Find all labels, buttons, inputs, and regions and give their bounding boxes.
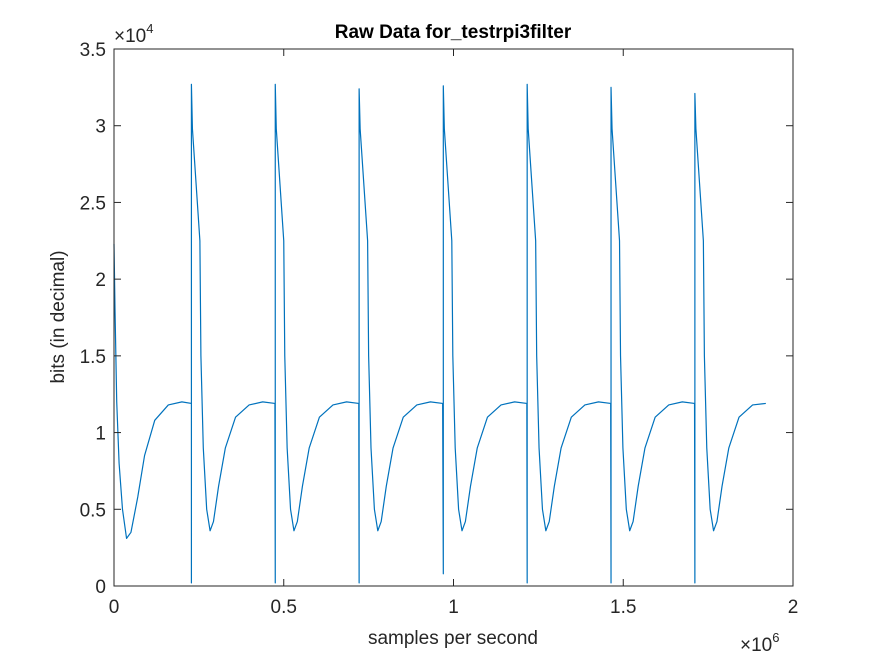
x-tick-label: 1.5 [610,597,636,618]
y-tick-label: 0.5 [80,500,106,521]
y-exponent-power: 4 [146,21,153,36]
y-tick-label: 1 [95,424,106,445]
y-tick-label: 0 [95,577,106,598]
y-exponent-base: ×10 [114,26,146,47]
chart-title: Raw Data for_testrpi3filter [335,22,572,43]
x-exponent-label: ×106 [740,630,779,656]
x-axis-label: samples per second [368,628,538,649]
series-line [113,83,766,584]
svg-text:×106: ×106 [740,630,779,656]
x-tick-label: 1 [448,597,459,618]
x-exponent-base: ×10 [740,635,772,656]
series-layer [113,83,766,584]
y-exponent-label: ×104 [114,21,153,47]
x-axis-ticks: 0 0.5 1 1.5 2 [109,49,799,618]
x-tick-label: 0 [109,597,120,618]
y-tick-label: 3.5 [80,40,106,61]
x-exponent-power: 6 [772,630,779,645]
x-tick-label: 0.5 [271,597,297,618]
x-tick-label: 2 [788,597,799,618]
y-tick-label: 3 [95,117,106,138]
plot-area [114,49,793,586]
y-tick-label: 2.5 [80,193,106,214]
y-tick-label: 2 [95,270,106,291]
y-tick-label: 1.5 [80,347,106,368]
svg-text:×104: ×104 [114,21,153,47]
y-axis-ticks: 0 0.5 1 1.5 2 2.5 3 3.5 [80,40,793,598]
y-axis-label: bits (in decimal) [48,250,69,383]
